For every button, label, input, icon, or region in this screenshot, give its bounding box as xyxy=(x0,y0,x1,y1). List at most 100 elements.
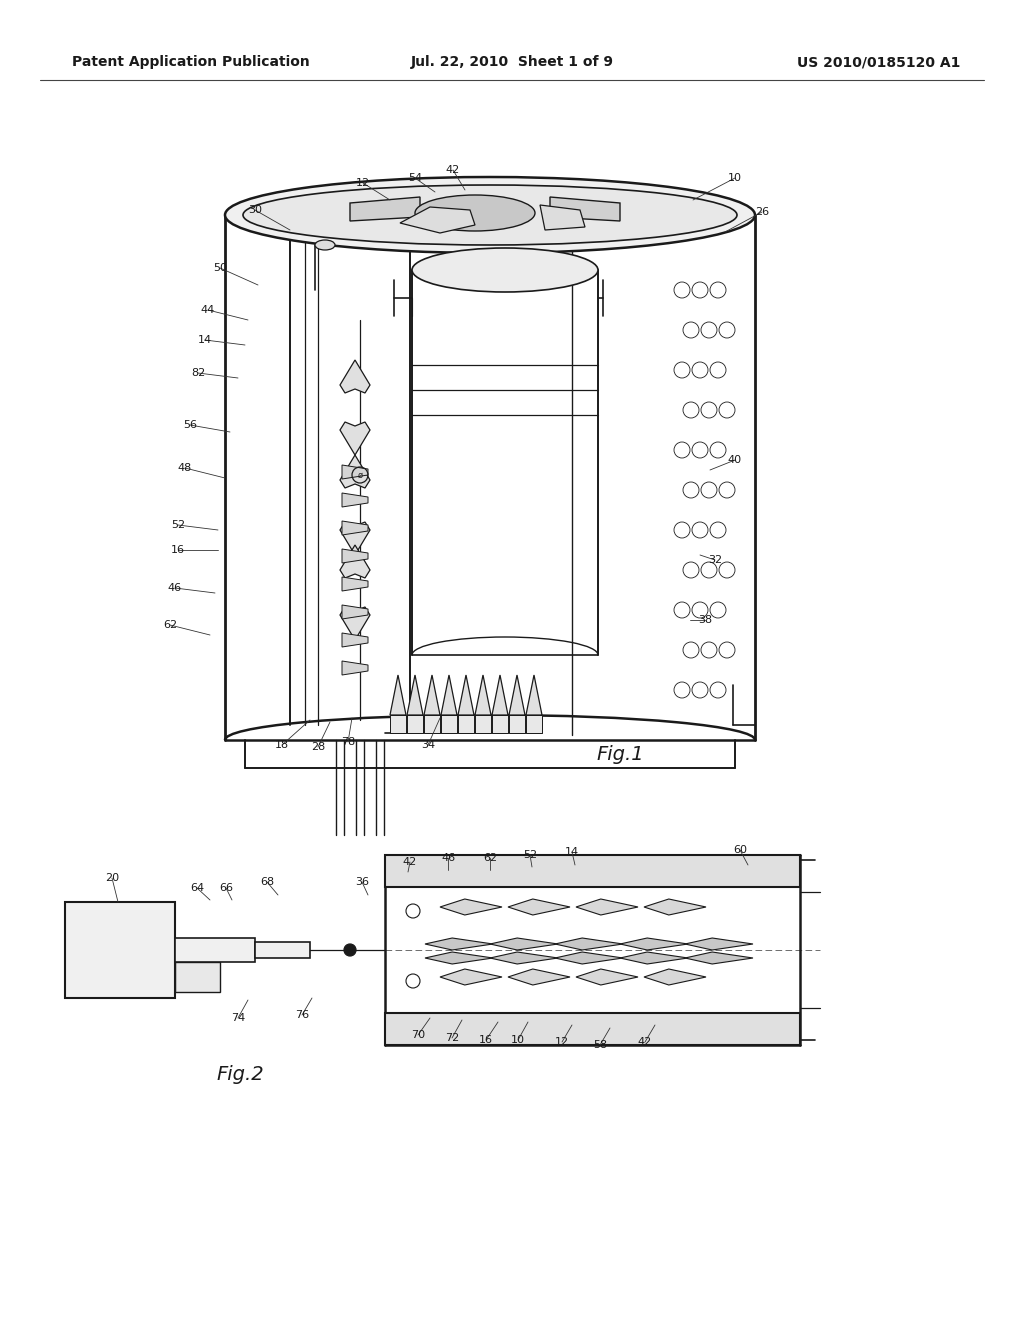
Polygon shape xyxy=(441,675,457,715)
Polygon shape xyxy=(490,939,558,950)
Polygon shape xyxy=(440,899,502,915)
Polygon shape xyxy=(342,492,368,507)
Ellipse shape xyxy=(225,177,755,253)
Polygon shape xyxy=(342,465,368,479)
Polygon shape xyxy=(340,607,370,640)
Polygon shape xyxy=(342,661,368,675)
Bar xyxy=(492,715,508,733)
Ellipse shape xyxy=(315,240,335,249)
Circle shape xyxy=(344,944,356,956)
Text: 48: 48 xyxy=(178,463,193,473)
Text: 12: 12 xyxy=(356,178,370,187)
Polygon shape xyxy=(350,197,420,220)
Polygon shape xyxy=(508,899,570,915)
Polygon shape xyxy=(620,939,688,950)
Text: 72: 72 xyxy=(444,1034,459,1043)
Text: US 2010/0185120 A1: US 2010/0185120 A1 xyxy=(797,55,961,69)
Polygon shape xyxy=(458,675,474,715)
Polygon shape xyxy=(425,939,493,950)
Ellipse shape xyxy=(415,195,535,231)
Text: 20: 20 xyxy=(104,873,119,883)
Polygon shape xyxy=(340,521,370,554)
Polygon shape xyxy=(509,675,525,715)
Text: 74: 74 xyxy=(230,1012,245,1023)
Text: 46: 46 xyxy=(168,583,182,593)
Bar xyxy=(385,855,800,887)
Polygon shape xyxy=(492,675,508,715)
Text: 56: 56 xyxy=(183,420,197,430)
Polygon shape xyxy=(342,605,368,619)
Text: Jul. 22, 2010  Sheet 1 of 9: Jul. 22, 2010 Sheet 1 of 9 xyxy=(411,55,613,69)
Text: 64: 64 xyxy=(189,883,204,894)
Text: 66: 66 xyxy=(219,883,233,894)
Polygon shape xyxy=(342,577,368,591)
Polygon shape xyxy=(540,205,585,230)
Text: 70: 70 xyxy=(411,1030,425,1040)
Polygon shape xyxy=(685,952,753,964)
Text: 46: 46 xyxy=(441,853,455,863)
Text: 18: 18 xyxy=(274,741,289,750)
Polygon shape xyxy=(475,675,490,715)
Polygon shape xyxy=(555,952,623,964)
Text: Fig.2: Fig.2 xyxy=(216,1065,264,1085)
Text: 62: 62 xyxy=(483,853,497,863)
Bar xyxy=(475,715,490,733)
Text: 14: 14 xyxy=(198,335,212,345)
Polygon shape xyxy=(400,207,475,234)
Bar xyxy=(441,715,457,733)
Polygon shape xyxy=(440,969,502,985)
Polygon shape xyxy=(508,969,570,985)
Text: ø: ø xyxy=(357,470,362,479)
Polygon shape xyxy=(340,455,370,488)
Bar xyxy=(509,715,525,733)
Polygon shape xyxy=(390,675,406,715)
Text: 54: 54 xyxy=(408,173,422,183)
Bar xyxy=(175,962,220,993)
Text: Fig.1: Fig.1 xyxy=(596,746,644,764)
Text: Patent Application Publication: Patent Application Publication xyxy=(72,55,309,69)
Text: 10: 10 xyxy=(511,1035,525,1045)
Text: 36: 36 xyxy=(355,876,369,887)
Text: 76: 76 xyxy=(295,1010,309,1020)
Polygon shape xyxy=(342,634,368,647)
Text: 82: 82 xyxy=(190,368,205,378)
Polygon shape xyxy=(342,549,368,564)
Bar xyxy=(65,902,175,998)
Ellipse shape xyxy=(412,248,598,292)
Polygon shape xyxy=(550,197,620,220)
Polygon shape xyxy=(620,952,688,964)
Text: 32: 32 xyxy=(708,554,722,565)
Bar xyxy=(407,715,423,733)
Text: 16: 16 xyxy=(479,1035,493,1045)
Polygon shape xyxy=(340,360,370,393)
Text: 44: 44 xyxy=(201,305,215,315)
Polygon shape xyxy=(644,969,706,985)
Ellipse shape xyxy=(243,185,737,246)
Text: 30: 30 xyxy=(248,205,262,215)
Polygon shape xyxy=(407,675,423,715)
Text: 38: 38 xyxy=(698,615,712,624)
Bar xyxy=(385,1012,800,1045)
Polygon shape xyxy=(490,952,558,964)
Text: 60: 60 xyxy=(733,845,746,855)
Bar xyxy=(458,715,474,733)
Text: 42: 42 xyxy=(402,857,417,867)
Bar xyxy=(424,715,440,733)
Polygon shape xyxy=(425,952,493,964)
Text: 52: 52 xyxy=(523,850,537,861)
Text: 14: 14 xyxy=(565,847,579,857)
Polygon shape xyxy=(555,939,623,950)
Bar xyxy=(390,715,406,733)
Text: 62: 62 xyxy=(163,620,177,630)
Text: 26: 26 xyxy=(755,207,769,216)
Text: 58: 58 xyxy=(593,1040,607,1049)
Text: 42: 42 xyxy=(445,165,460,176)
Text: 12: 12 xyxy=(555,1038,569,1047)
Bar xyxy=(175,939,255,962)
Text: 40: 40 xyxy=(728,455,742,465)
Text: 68: 68 xyxy=(260,876,274,887)
Text: 28: 28 xyxy=(311,742,326,752)
Polygon shape xyxy=(575,969,638,985)
Polygon shape xyxy=(424,675,440,715)
Text: 50: 50 xyxy=(213,263,227,273)
